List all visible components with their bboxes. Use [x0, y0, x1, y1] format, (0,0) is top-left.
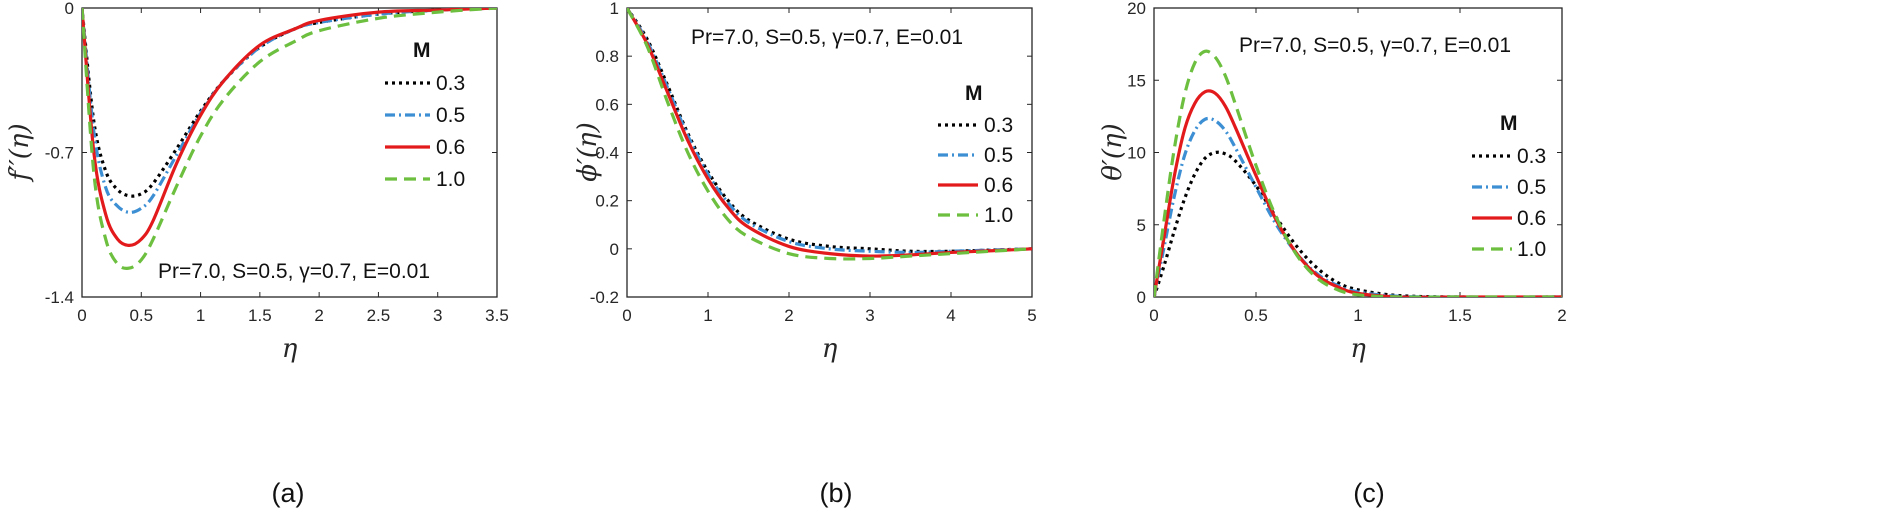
y-tick-label: 20	[1127, 0, 1146, 18]
x-tick-label: 2	[784, 306, 793, 325]
y-tick-label: -1.4	[45, 288, 74, 307]
series-lines	[82, 8, 497, 271]
x-tick-label: 1.5	[1448, 306, 1472, 325]
x-tick-label: 1	[703, 306, 712, 325]
panel-label: (a)	[272, 478, 305, 508]
y-tick-label: 0.8	[595, 47, 619, 66]
series-line-M-0.6	[82, 8, 497, 247]
legend: M 0.3 0.5 0.6 1.0	[1472, 112, 1546, 261]
y-axis-label: f′′(η)	[5, 123, 35, 182]
x-tick-label: 3	[865, 306, 874, 325]
series-line-M-1.0	[627, 8, 1032, 261]
legend-label: 0.6	[984, 174, 1013, 197]
x-tick-label: 0	[1149, 306, 1158, 325]
panel-label: (c)	[1353, 478, 1384, 508]
legend-label: 1.0	[1517, 238, 1546, 261]
y-axis-label: θ′(η)	[1098, 123, 1128, 180]
legend-label: 0.5	[984, 144, 1013, 167]
series-line-M-0.5	[82, 8, 497, 214]
legend-label: 1.0	[984, 204, 1013, 227]
legend-label: 1.0	[436, 168, 465, 191]
y-tick-label: 15	[1127, 71, 1146, 90]
series-lines	[1154, 49, 1562, 297]
y-tick-label: 0	[1137, 288, 1146, 307]
y-tick-label: 0.4	[595, 144, 619, 163]
legend-label: 0.6	[1517, 207, 1546, 230]
x-tick-label: 2	[1557, 306, 1566, 325]
x-tick-label: 0	[77, 306, 86, 325]
y-tick-label: 1	[610, 0, 619, 18]
y-tick-label: -0.7	[45, 144, 74, 163]
x-axis-label: η	[282, 334, 298, 364]
x-tick-label: 2	[314, 306, 323, 325]
legend-label: 0.3	[436, 72, 465, 95]
legend: M0.3 0.5 0.6 1.0	[385, 39, 465, 191]
legend-label: 0.3	[984, 114, 1013, 137]
legend-label: 0.6	[436, 136, 465, 159]
y-tick-label: -0.2	[590, 288, 619, 307]
x-tick-label: 0.5	[129, 306, 153, 325]
legend-label: 0.5	[1517, 176, 1546, 199]
parameter-annotation: Pr=7.0, S=0.5, γ=0.7, E=0.01	[158, 260, 430, 283]
y-tick-label: 0	[610, 240, 619, 259]
y-tick-label: 0.6	[595, 95, 619, 114]
series-line-M-1.0	[82, 8, 497, 271]
y-tick-label: 0.2	[595, 192, 619, 211]
x-tick-label: 1	[1353, 306, 1362, 325]
legend-label: 0.5	[436, 104, 465, 127]
y-tick-label: 5	[1137, 216, 1146, 235]
series-lines	[627, 8, 1032, 261]
x-tick-label: 0.5	[1244, 306, 1268, 325]
chart-panel-a: 0 0.5 1 1.5 2 2.5 3 3.5 0 -0.7 -1.4 Pr=7.0, S=0.5, …	[5, 0, 509, 508]
legend-title: M	[965, 82, 983, 105]
y-tick-label: 0	[65, 0, 74, 18]
parameter-annotation: Pr=7.0, S=0.5, γ=0.7, E=0.01	[1239, 34, 1511, 57]
y-tick-label: 10	[1127, 144, 1146, 163]
x-tick-label: 4	[946, 306, 955, 325]
x-tick-label: 5	[1027, 306, 1036, 325]
x-axis-label: η	[822, 334, 838, 364]
legend-title: M	[1500, 112, 1518, 135]
panel-label: (b)	[820, 478, 853, 508]
x-tick-label: 2.5	[367, 306, 391, 325]
x-tick-label: 3	[433, 306, 442, 325]
y-axis-label: ϕ′(η)	[573, 122, 603, 182]
parameter-annotation: Pr=7.0, S=0.5, γ=0.7, E=0.01	[691, 26, 963, 49]
legend: M0.3 0.5 0.6 1.0	[938, 82, 1013, 227]
x-tick-label: 3.5	[485, 306, 509, 325]
x-axis-label: η	[1350, 334, 1366, 364]
legend-label: 0.3	[1517, 145, 1546, 168]
x-tick-label: 1	[196, 306, 205, 325]
x-tick-label: 0	[622, 306, 631, 325]
x-tick-label: 1.5	[248, 306, 272, 325]
plot-area	[81, 7, 498, 298]
legend-title: M	[413, 39, 431, 62]
series-line-M-1.0	[1154, 49, 1562, 297]
